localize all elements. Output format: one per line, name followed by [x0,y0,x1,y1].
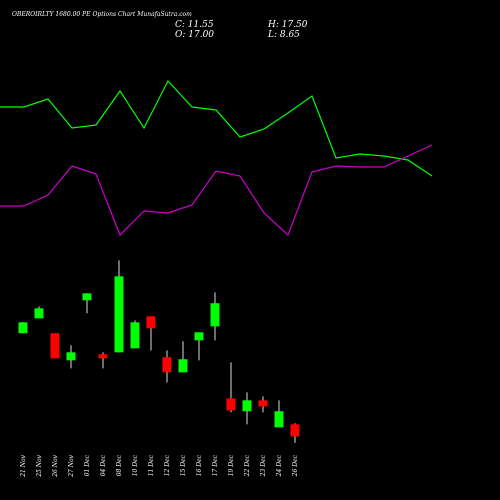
candle-body [98,354,108,359]
candle-body [194,332,204,341]
x-tick-label: 11 Dec [148,454,155,476]
x-tick-label: 19 Dec [228,454,235,476]
stat-close: C: 11.55 [175,20,214,30]
indicator-line [0,79,433,177]
x-tick-label: 12 Dec [164,454,171,476]
candle-body [242,400,252,412]
x-tick-label: 25 Nov [36,454,43,477]
candle-body [130,322,140,349]
candle-body [290,424,300,437]
x-tick-label: 26 Nov [52,454,59,477]
x-tick-label: 24 Dec [276,454,283,477]
candle-body [210,303,220,327]
candle-body [114,276,124,353]
x-tick-label: 01 Dec [84,454,91,476]
candle-body [146,316,156,329]
x-tick-label: 04 Dec [100,454,107,476]
candle-body [258,400,268,407]
x-tick-label: 17 Dec [212,454,219,476]
stat-open: O: 17.00 [175,30,214,40]
candle-body [66,352,76,361]
candle-body [162,357,172,373]
x-tick-label: 21 Nov [20,454,27,477]
stat-low: L: 8.65 [267,30,300,40]
stat-high: H: 17.50 [267,20,308,30]
candle-body [274,411,284,428]
indicator-line [0,144,433,237]
candle-body [50,333,60,359]
candle-body [178,359,188,373]
candle-body [82,293,92,301]
x-tick-label: 27 Nov [68,454,75,477]
x-tick-label: 23 Dec [260,454,267,477]
x-tick-label: 22 Dec [244,454,251,477]
candle-body [18,322,28,334]
chart-title: OBEROIRLTY 1680.00 PE Options Chart Muna… [12,11,192,18]
x-tick-label: 08 Dec [116,454,123,476]
candle-body [226,398,236,411]
x-tick-label: 10 Dec [132,454,139,476]
x-tick-label: 16 Dec [196,454,203,476]
x-tick-label: 15 Dec [180,454,187,476]
x-tick-label: 26 Dec [292,454,299,477]
candle-body [34,308,44,319]
